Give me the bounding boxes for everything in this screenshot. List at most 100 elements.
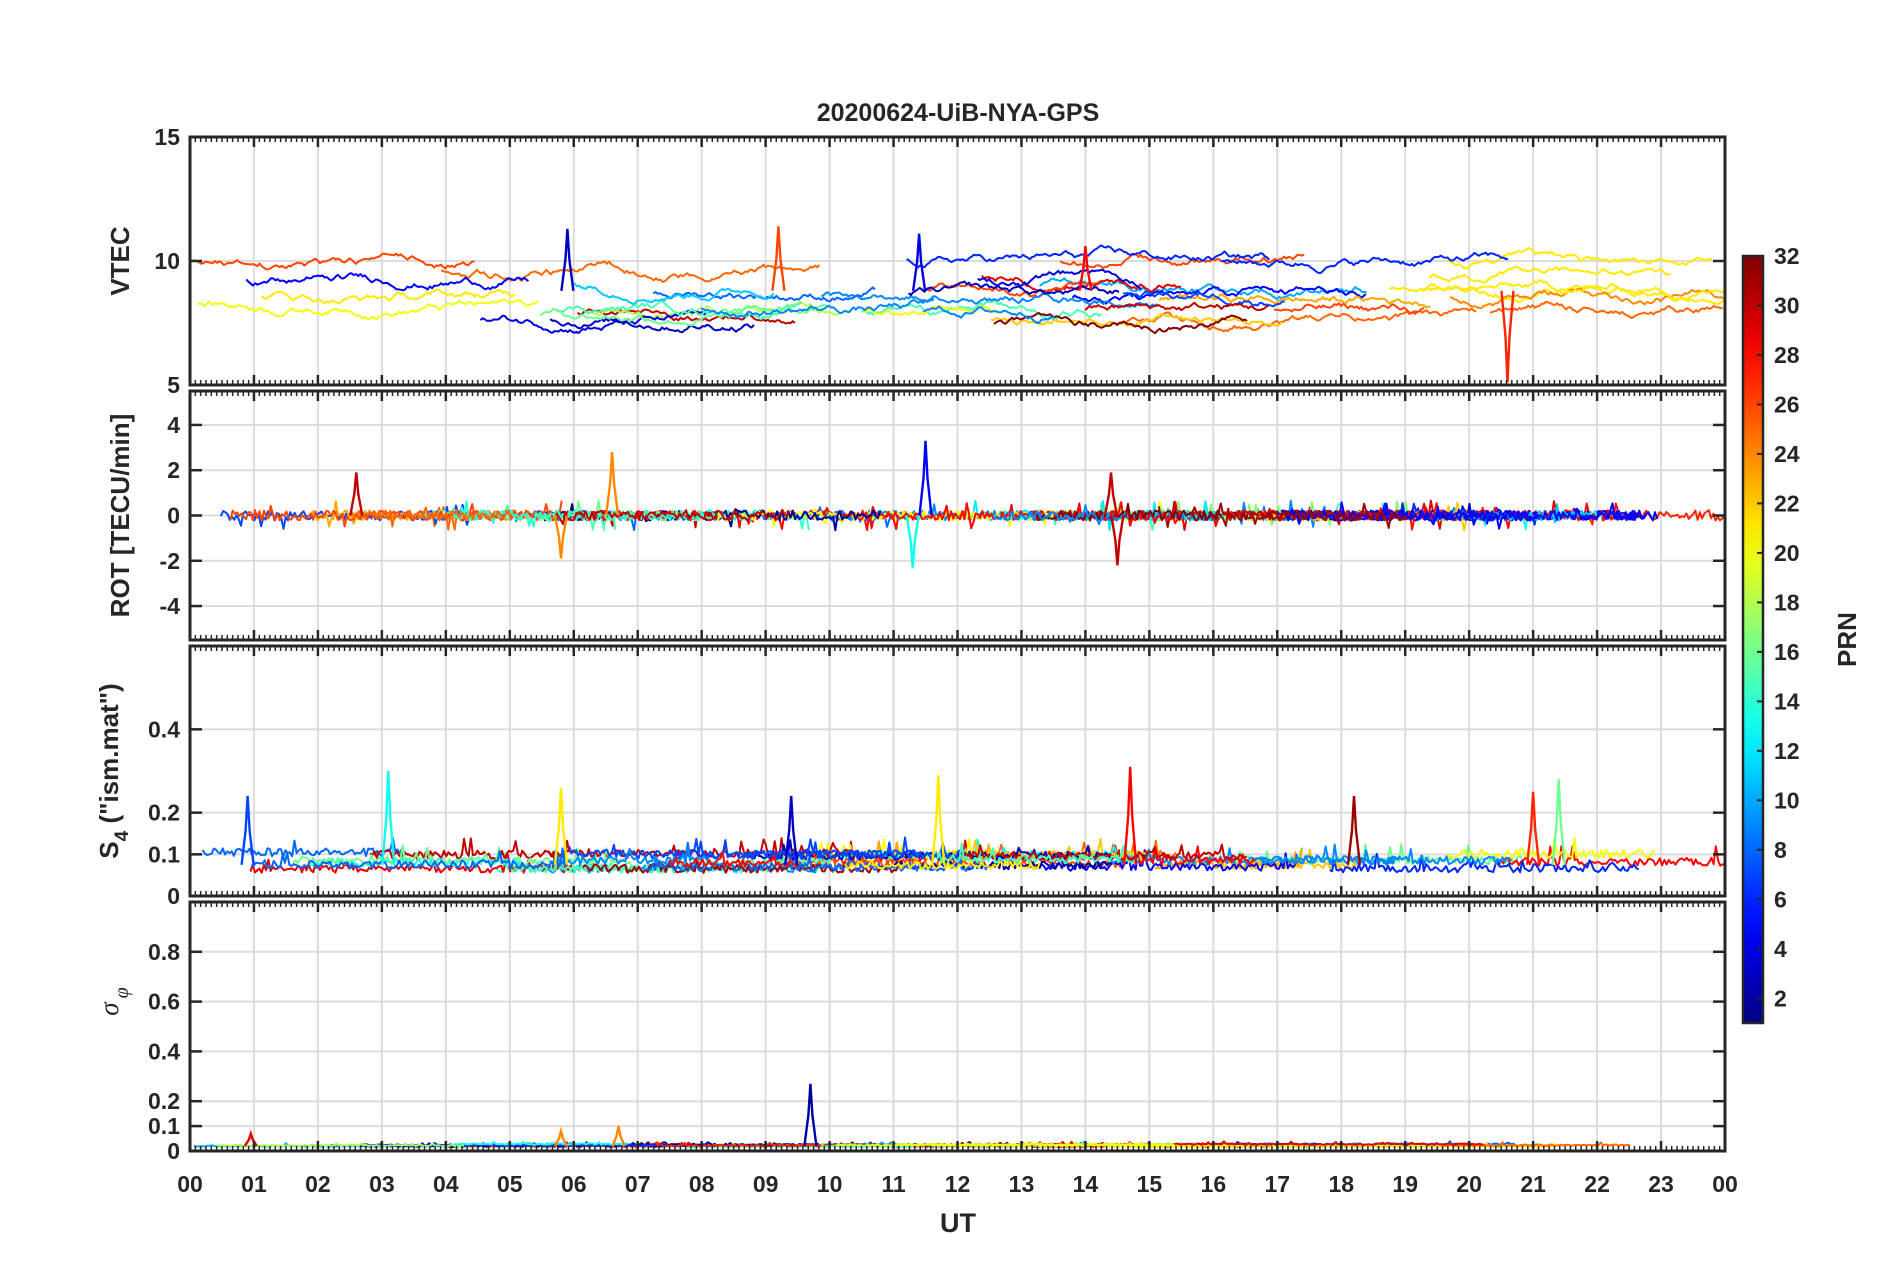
- peak-mark: [240, 795, 255, 865]
- x-axis-label: UT: [940, 1208, 976, 1238]
- series-line: [556, 300, 802, 321]
- x-tick-label: 04: [433, 1171, 459, 1197]
- series-line: [1038, 849, 1298, 872]
- peak-mark: [1078, 245, 1093, 292]
- series-line: [1158, 293, 1431, 309]
- colorbar-tick-label: 26: [1774, 391, 1800, 417]
- series-line: [1388, 279, 1725, 301]
- series-line: [539, 303, 832, 327]
- series-line: [549, 317, 755, 334]
- series-line: [1071, 285, 1367, 305]
- series-line: [1280, 501, 1659, 526]
- series-line: [197, 298, 539, 321]
- colorbar-tick-label: 10: [1774, 787, 1800, 813]
- series-line: [245, 272, 529, 292]
- y-tick-label: 0.4: [148, 1038, 180, 1064]
- y-tick-label: 0.1: [148, 1113, 180, 1139]
- peak-mark: [553, 1126, 569, 1147]
- x-tick-label: 03: [369, 1171, 395, 1197]
- peak-mark: [349, 472, 364, 516]
- series-line: [261, 288, 516, 305]
- series-line: [1174, 1140, 1484, 1146]
- y-axis-label: VTEC: [105, 226, 135, 296]
- y-tick-label: 5: [167, 372, 180, 398]
- panel-s4: 0 0.1 0.2 0.4 S4 ("ism.mat"): [94, 644, 1727, 909]
- colorbar-tick-label: 4: [1774, 936, 1787, 962]
- x-tick-label: 11: [881, 1171, 906, 1197]
- series-line: [453, 1140, 629, 1146]
- series-line: [1444, 1141, 1631, 1147]
- y-tick-label: 0.6: [148, 989, 180, 1015]
- series-line: [981, 274, 1182, 294]
- series-vtec: [191, 226, 1725, 383]
- series-line: [643, 849, 988, 872]
- panel-sigma_phi: 00.10.2 0.4 0.6 0.8 σφ: [94, 900, 1727, 1164]
- series-line: [700, 298, 935, 319]
- y-tick-label: 15: [154, 124, 180, 150]
- y-tick-label: 4: [167, 412, 180, 438]
- series-line: [820, 291, 1158, 308]
- series-line: [479, 309, 708, 334]
- x-tick-label: 14: [1073, 1171, 1099, 1197]
- series-line: [1445, 247, 1713, 270]
- peak-mark: [784, 795, 799, 865]
- colorbar-label: PRN: [1832, 612, 1862, 667]
- series-line: [1059, 253, 1305, 269]
- tick-marks: [188, 391, 1727, 640]
- peak-mark: [1525, 791, 1541, 865]
- series-line: [936, 842, 1140, 865]
- x-tick-label: 21: [1520, 1171, 1546, 1197]
- peak-mark: [604, 452, 620, 516]
- x-tick-label: 10: [817, 1171, 843, 1197]
- colorbar-tick-label: 14: [1774, 688, 1800, 714]
- x-tick-label: 06: [561, 1171, 587, 1197]
- peak-mark: [381, 770, 396, 865]
- colorbar-tick-label: 12: [1774, 738, 1800, 764]
- series-line: [1253, 848, 1513, 866]
- colorbar: 32 30 28 26 24 22 20 18 16 14 12 10 8 6 4 2 PRN: [1741, 243, 1862, 1025]
- series-line: [1206, 502, 1408, 529]
- series-line: [568, 836, 920, 860]
- y-tick-label: -4: [160, 593, 181, 619]
- series-line: [1446, 836, 1656, 859]
- y-tick-label: 10: [154, 248, 180, 274]
- y-axis-label: σφ: [94, 987, 133, 1015]
- x-tick-labels: 00 01 02 03 04 05 06 07 08 09 10 11 12 13 14 15 16 17 18 19…: [177, 1171, 1738, 1197]
- colorbar-gradient: [1743, 256, 1763, 1023]
- tick-marks: [188, 646, 1727, 898]
- x-tick-label: 15: [1137, 1171, 1163, 1197]
- x-tick-label: 08: [689, 1171, 715, 1197]
- peak-mark: [803, 1083, 818, 1147]
- colorbar-tick-label: 30: [1774, 292, 1800, 318]
- y-tick-label: 0.4: [148, 716, 180, 742]
- series-line: [351, 506, 512, 531]
- series-line: [1292, 502, 1540, 530]
- series-line: [1109, 1142, 1245, 1149]
- series-line: [922, 305, 1056, 324]
- series-line: [572, 282, 775, 305]
- x-tick-label: 00: [177, 1171, 203, 1197]
- series-line: [1221, 251, 1509, 275]
- panel-rot: -4 -2 0 2 4 ROT [TECU/min]: [105, 389, 1727, 642]
- series-line: [251, 847, 566, 870]
- peak-mark: [553, 787, 569, 865]
- y-tick-label: 0.1: [148, 841, 180, 867]
- colorbar-tick-label: 20: [1774, 540, 1800, 566]
- peak-mark: [560, 228, 575, 291]
- colorbar-tick-label: 8: [1774, 837, 1787, 863]
- x-tick-label: 18: [1328, 1171, 1354, 1197]
- y-tick-label: 0: [167, 883, 180, 909]
- series-line: [922, 280, 1101, 299]
- series-line: [1033, 502, 1223, 522]
- series-line: [1125, 845, 1257, 866]
- y-axis-label: ROT [TECU/min]: [105, 414, 135, 618]
- series-sigma_phi: [193, 1083, 1631, 1149]
- colorbar-tick-label: 6: [1774, 886, 1787, 912]
- peak-mark: [553, 515, 569, 559]
- x-tick-label: 19: [1392, 1171, 1418, 1197]
- series-line: [668, 851, 797, 868]
- series-s4: [201, 766, 1725, 874]
- series-line: [1449, 287, 1724, 310]
